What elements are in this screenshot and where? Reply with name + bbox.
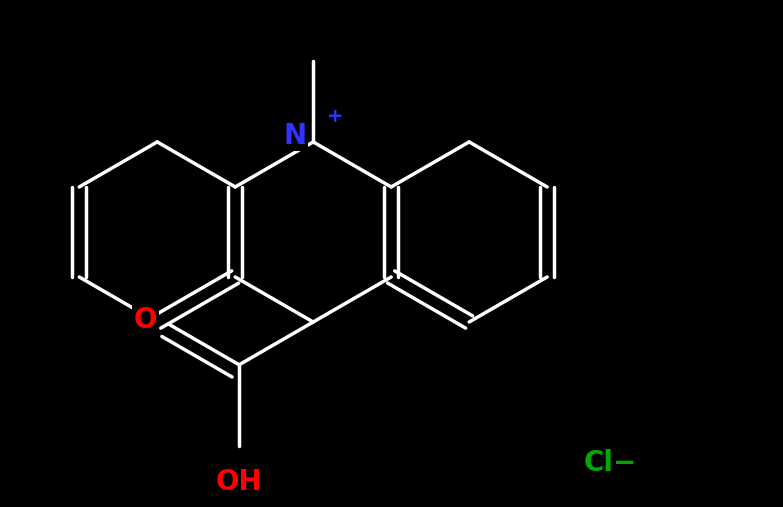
Text: OH: OH (216, 468, 262, 496)
Text: O: O (134, 306, 157, 334)
Text: +: + (327, 107, 344, 126)
Text: N: N (283, 122, 307, 150)
Text: Cl−: Cl− (584, 449, 637, 477)
